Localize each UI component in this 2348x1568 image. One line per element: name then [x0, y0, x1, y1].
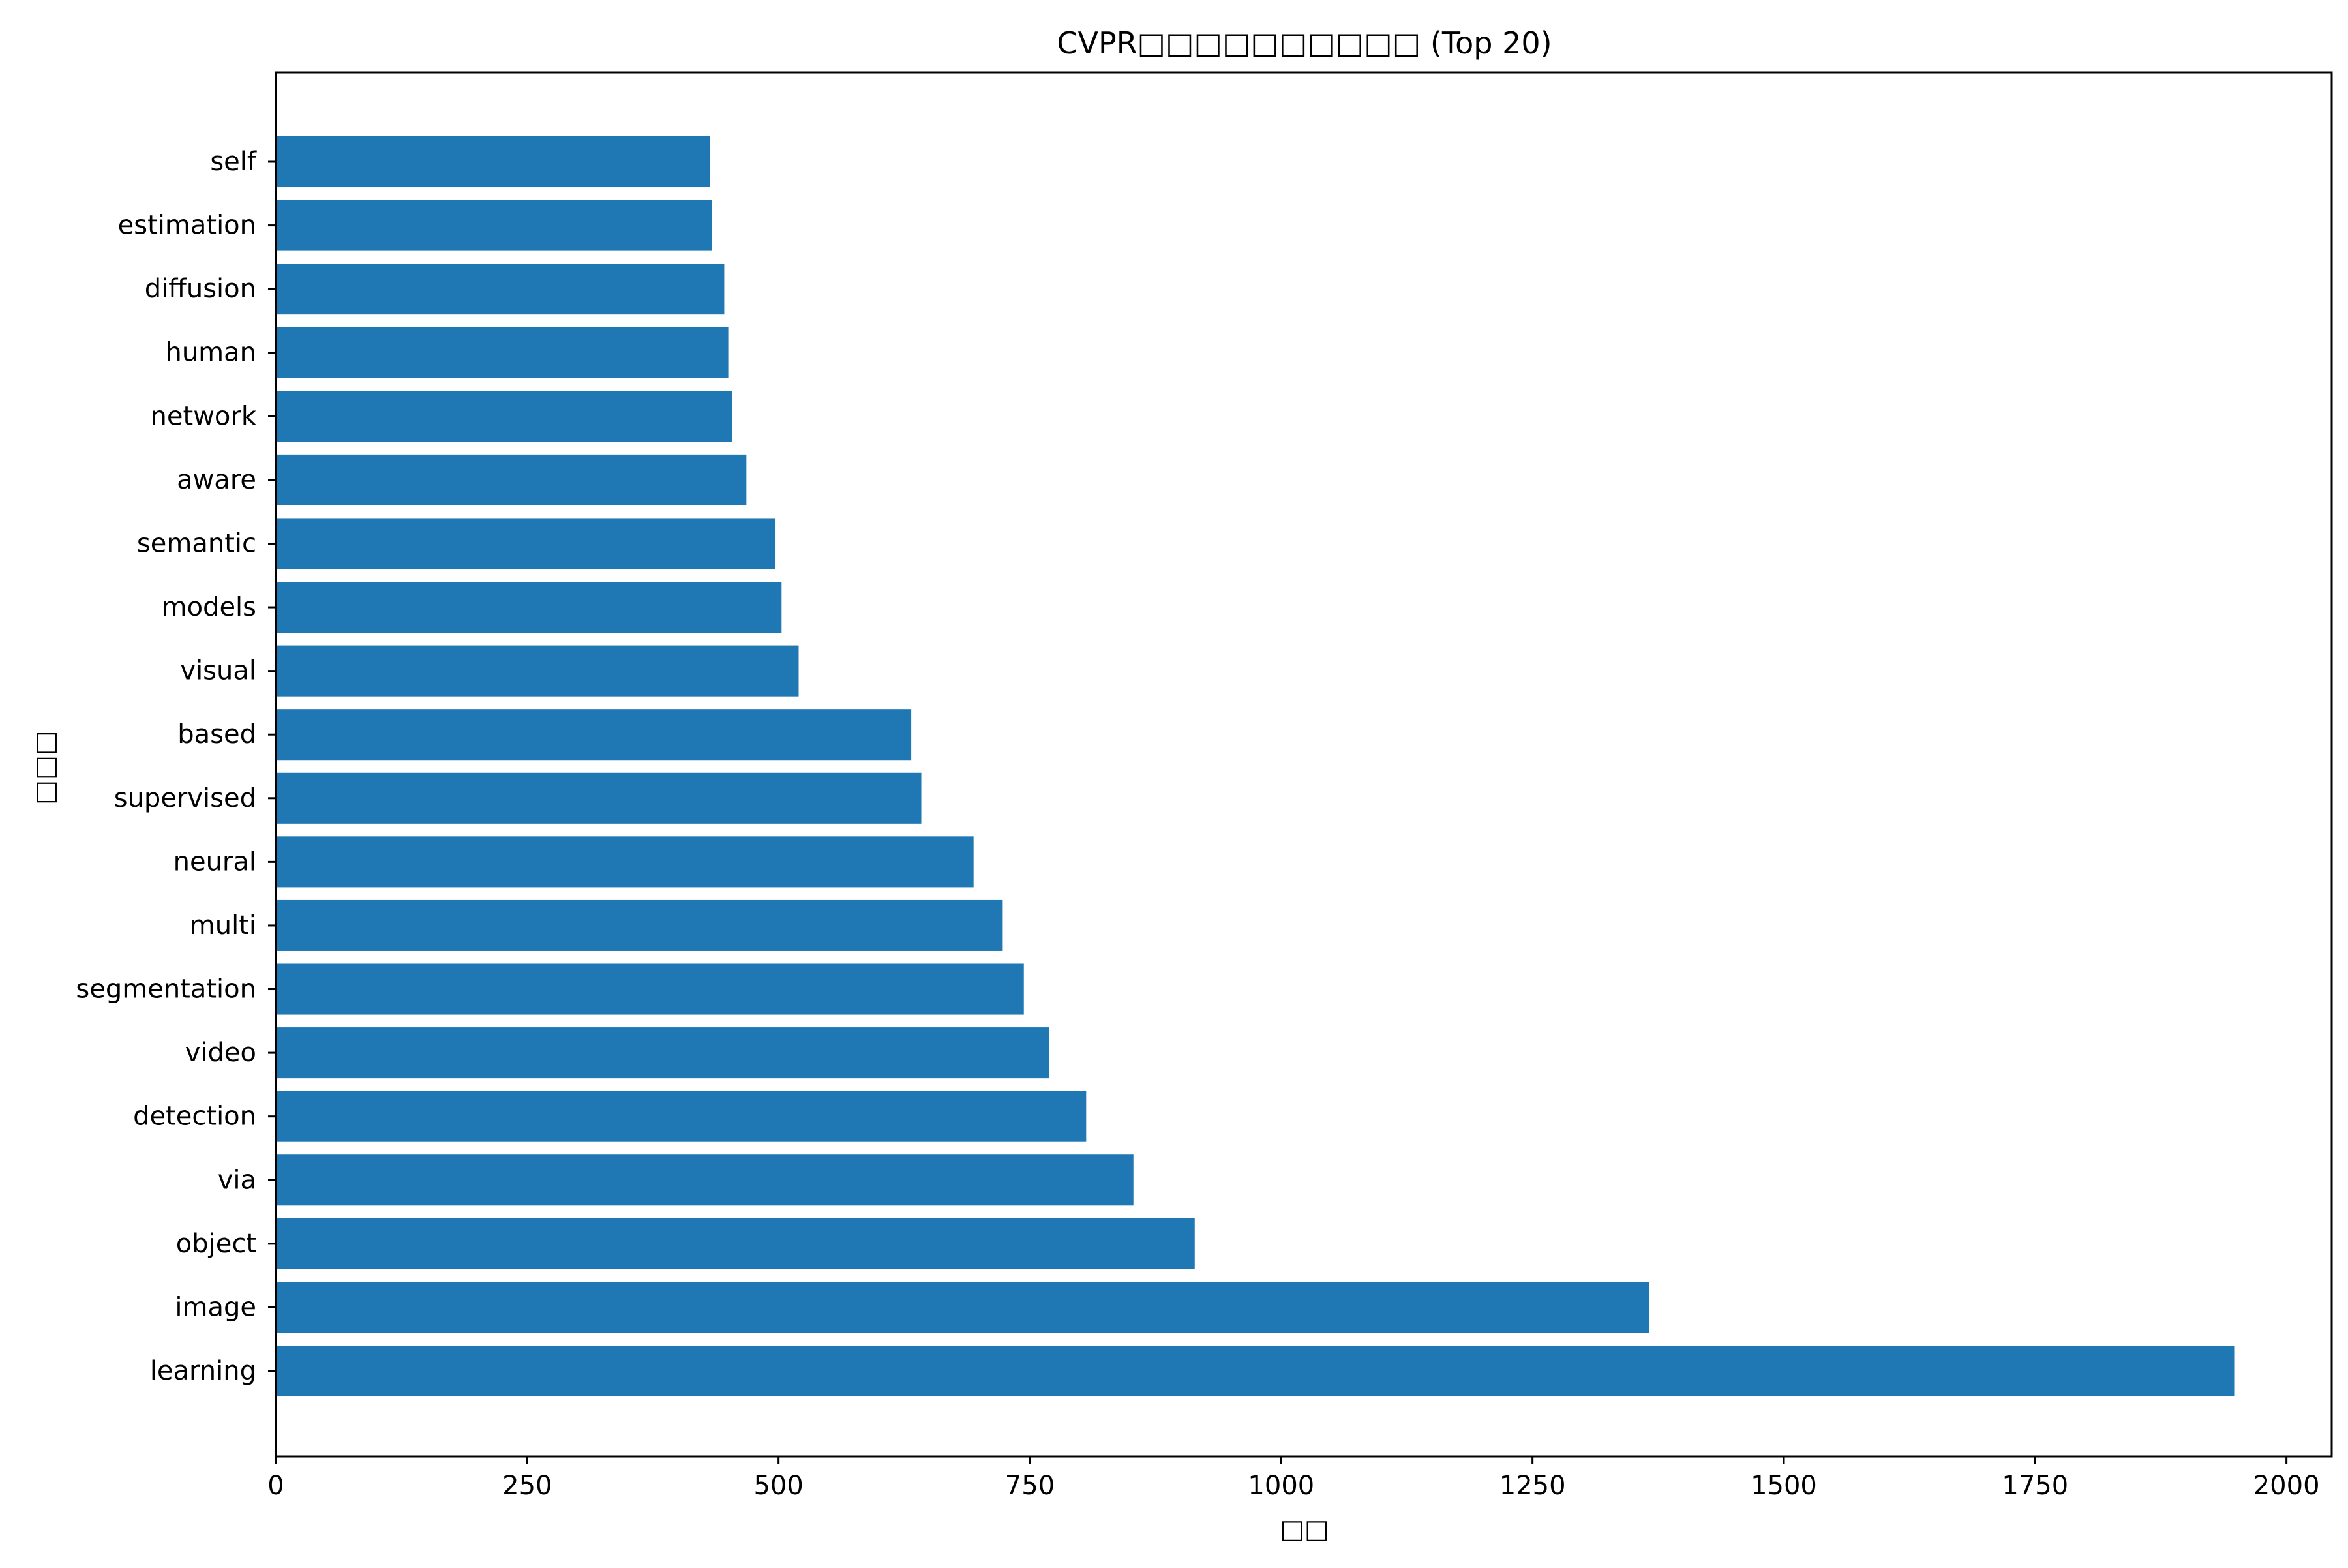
y-tick-label: learning [150, 1356, 256, 1386]
bar-human [276, 327, 729, 378]
bar-aware [276, 454, 747, 505]
bar-learning [276, 1345, 2235, 1397]
y-ticks-layer: learning image object via detection video segm… [76, 147, 276, 1386]
bar-detection [276, 1091, 1087, 1142]
y-tick-label: estimation [118, 211, 256, 241]
y-tick-label: self [210, 147, 257, 177]
bar-network [276, 391, 732, 442]
y-tick-label: diffusion [145, 274, 256, 304]
y-tick-label: detection [133, 1102, 256, 1132]
bars-layer [276, 136, 2235, 1397]
bar-neural [276, 836, 974, 888]
y-tick-label: object [176, 1229, 256, 1259]
y-tick-label: visual [180, 656, 256, 686]
x-tick-label: 1750 [2002, 1471, 2068, 1501]
y-tick-label: supervised [114, 783, 256, 813]
chart-title: CVPR□□□□□□□□□□ (Top 20) [1057, 25, 1552, 61]
x-tick-label: 1500 [1751, 1471, 1817, 1501]
y-tick-label: models [162, 592, 256, 622]
plot-area-frame [275, 71, 2333, 1458]
y-tick-label: aware [177, 465, 256, 495]
y-tick-label: via [218, 1165, 256, 1195]
bar-object [276, 1218, 1195, 1269]
bar-multi [276, 899, 1003, 951]
y-axis-label: □□□ [30, 731, 60, 804]
y-tick-label: video [185, 1038, 256, 1068]
x-ticks-layer: 0 250 500 750 1000 1250 1500 1750 2000 [267, 1456, 2320, 1501]
y-tick-label: network [151, 401, 257, 431]
bar-via [276, 1154, 1134, 1206]
y-tick-label: human [165, 338, 256, 368]
x-tick-label: 1000 [1248, 1471, 1314, 1501]
x-tick-label: 0 [267, 1471, 284, 1501]
x-tick-label: 500 [753, 1471, 803, 1501]
x-tick-label: 2000 [2253, 1471, 2320, 1501]
bar-self [276, 136, 710, 188]
x-tick-label: 250 [502, 1471, 552, 1501]
x-axis-label: □□ [1280, 1515, 1329, 1545]
x-tick-label: 1250 [1499, 1471, 1566, 1501]
bar-models [276, 582, 782, 633]
y-tick-label: image [175, 1292, 256, 1322]
bar-based [276, 709, 912, 761]
bar-segmentation [276, 963, 1024, 1015]
bar-diffusion [276, 264, 725, 315]
y-tick-label: neural [173, 847, 256, 877]
y-tick-label: semantic [137, 528, 256, 558]
bar-image [276, 1282, 1649, 1333]
y-tick-label: multi [190, 911, 256, 941]
y-tick-label: based [177, 719, 256, 749]
x-tick-label: 750 [1005, 1471, 1055, 1501]
y-tick-label: segmentation [76, 974, 256, 1004]
bar-supervised [276, 772, 922, 824]
bar-visual [276, 645, 799, 697]
bar-video [276, 1027, 1049, 1079]
bar-semantic [276, 518, 776, 569]
bar-estimation [276, 200, 712, 251]
